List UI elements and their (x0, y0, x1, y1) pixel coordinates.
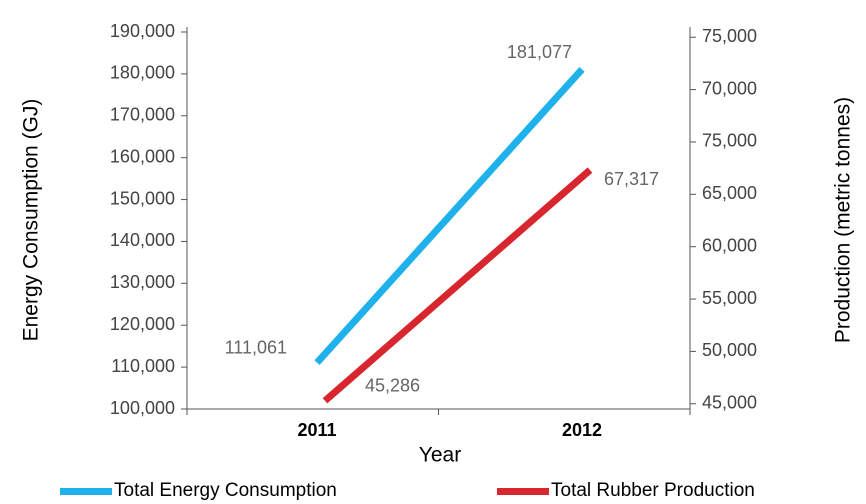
y-tick-label: 150,000 (110, 188, 175, 208)
y2-tick-label: 50,000 (702, 340, 757, 360)
y-tick-label: 110,000 (111, 356, 175, 376)
y2-tick-label: 75,000 (702, 131, 757, 151)
x-axis-title: Year (419, 444, 461, 467)
y-tick-label: 180,000 (110, 63, 175, 83)
y2-tick-label: 65,000 (702, 183, 757, 203)
legend-swatch (60, 488, 112, 495)
y2-tick-label: 55,000 (702, 288, 757, 308)
y-tick-label: 160,000 (110, 146, 175, 166)
y-axis-title: Energy Consumption (GJ) (20, 99, 43, 342)
series-line (314, 67, 585, 366)
legend-label: Total Rubber Production (551, 480, 755, 501)
series-line (322, 167, 593, 404)
x-tick-label: 2012 (562, 420, 602, 440)
legend-label: Total Energy Consumption (114, 480, 337, 501)
y2-tick-label: 45,000 (702, 393, 757, 413)
data-label: 45,286 (365, 376, 420, 396)
y-tick-label: 170,000 (110, 105, 175, 125)
y-tick-label: 140,000 (110, 230, 175, 250)
data-label: 181,077 (507, 42, 572, 62)
y2-tick-label: 75,000 (702, 26, 757, 46)
y2-tick-label: 60,000 (702, 235, 757, 255)
y2-axis-title: Production (metric tonnes) (832, 97, 855, 343)
x-tick-label: 2011 (297, 420, 336, 440)
y-tick-label: 130,000 (110, 272, 175, 292)
y2-tick-label: 70,000 (702, 78, 757, 98)
data-label: 111,061 (225, 337, 287, 357)
data-label: 67,317 (604, 169, 659, 189)
y-tick-label: 120,000 (110, 314, 175, 334)
legend-swatch (497, 488, 549, 495)
y-tick-label: 100,000 (110, 398, 175, 418)
y-tick-label: 190,000 (110, 21, 175, 41)
